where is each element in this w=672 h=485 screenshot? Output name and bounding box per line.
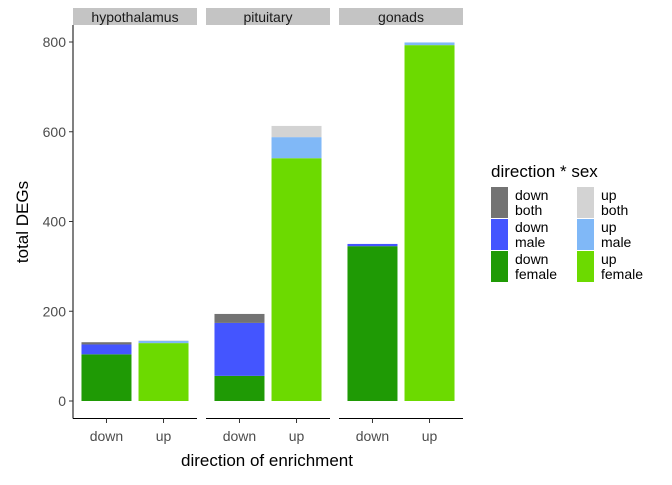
x-axis-title: direction of enrichment bbox=[181, 451, 353, 470]
legend: downbothdownmaledownfemaleupbothupmaleup… bbox=[491, 187, 643, 282]
legend-label: up bbox=[601, 187, 617, 203]
y-tick-label: 600 bbox=[43, 124, 67, 140]
bar-segment-down-both bbox=[81, 342, 131, 344]
legend-swatch bbox=[491, 251, 508, 282]
legend-label: both bbox=[515, 202, 542, 218]
facet-strip-label: gonads bbox=[378, 9, 424, 25]
bar-segment-down-male bbox=[81, 344, 131, 354]
legend-label: both bbox=[601, 202, 628, 218]
y-tick-label: 400 bbox=[43, 214, 67, 230]
legend-label: down bbox=[515, 219, 548, 235]
legend-label: down bbox=[515, 251, 548, 267]
bar-segment-down-both bbox=[214, 314, 264, 323]
legend-label: male bbox=[601, 234, 632, 250]
y-tick-label: 200 bbox=[43, 303, 67, 319]
bar-segment-up-female bbox=[405, 45, 455, 401]
legend-label: female bbox=[515, 266, 557, 282]
legend-label: female bbox=[601, 266, 643, 282]
bar-segment-up-male bbox=[405, 42, 455, 45]
bar-segment-down-male bbox=[347, 244, 397, 246]
y-tick-label: 800 bbox=[43, 34, 67, 50]
y-tick-label: 0 bbox=[58, 393, 66, 409]
legend-swatch bbox=[491, 219, 508, 250]
legend-swatch bbox=[577, 219, 594, 250]
x-tick-label: down bbox=[90, 428, 123, 444]
x-tick-label: down bbox=[223, 428, 256, 444]
bar-segment-up-female bbox=[139, 343, 189, 401]
facet-strip-label: pituitary bbox=[243, 9, 292, 25]
y-axis-title: total DEGs bbox=[13, 181, 32, 263]
bar-segment-down-female bbox=[347, 246, 397, 401]
facet-panels: hypothalamus down up pituitary down up gonads d… bbox=[73, 8, 463, 444]
legend-label: male bbox=[515, 234, 546, 250]
legend-label: up bbox=[601, 251, 617, 267]
facet-panel-gonads: gonads down up bbox=[339, 8, 463, 444]
facet-panel-pituitary: pituitary down up bbox=[206, 8, 330, 444]
bar-segment-down-female bbox=[214, 376, 264, 401]
x-tick-label: up bbox=[156, 428, 172, 444]
bar-segment-down-female bbox=[81, 354, 131, 401]
x-tick-label: up bbox=[422, 428, 438, 444]
facet-strip-label: hypothalamus bbox=[91, 9, 178, 25]
facet-panel-hypothalamus: hypothalamus down up bbox=[73, 8, 197, 444]
x-tick-label: up bbox=[289, 428, 305, 444]
bar-segment-down-male bbox=[214, 323, 264, 376]
legend-swatch bbox=[577, 251, 594, 282]
bar-segment-up-female bbox=[272, 158, 322, 401]
legend-swatch bbox=[577, 187, 594, 218]
bar-segment-up-male bbox=[272, 137, 322, 158]
bar-segment-up-both bbox=[272, 126, 322, 137]
legend-label: up bbox=[601, 219, 617, 235]
legend-swatch bbox=[491, 187, 508, 218]
bar-segment-up-male bbox=[139, 341, 189, 343]
legend-label: down bbox=[515, 187, 548, 203]
legend-title: direction * sex bbox=[491, 162, 598, 181]
x-tick-label: down bbox=[356, 428, 389, 444]
